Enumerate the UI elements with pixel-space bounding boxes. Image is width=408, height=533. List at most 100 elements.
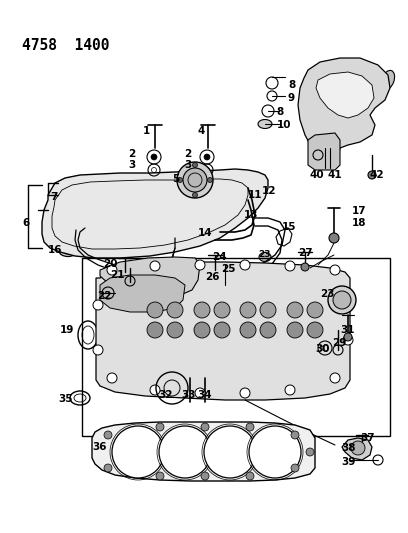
Text: 12: 12 — [262, 186, 277, 196]
Ellipse shape — [258, 119, 272, 128]
Circle shape — [107, 265, 117, 275]
Circle shape — [204, 426, 256, 478]
Text: 37: 37 — [360, 433, 375, 443]
Circle shape — [344, 333, 352, 341]
Text: 35: 35 — [58, 394, 73, 404]
Ellipse shape — [156, 267, 170, 277]
Text: 23: 23 — [320, 289, 335, 299]
Text: 5: 5 — [172, 174, 179, 184]
Circle shape — [156, 423, 164, 431]
Circle shape — [150, 261, 160, 271]
Circle shape — [167, 302, 183, 318]
Text: 16: 16 — [48, 245, 62, 255]
Text: 19: 19 — [60, 325, 74, 335]
Ellipse shape — [175, 270, 189, 280]
Polygon shape — [42, 169, 268, 258]
Text: 30: 30 — [315, 344, 330, 354]
Text: 6: 6 — [22, 218, 29, 228]
Bar — [82, 258, 390, 436]
Circle shape — [208, 177, 213, 182]
Ellipse shape — [234, 286, 282, 354]
Text: 8: 8 — [288, 80, 295, 90]
Text: 42: 42 — [370, 170, 385, 180]
Circle shape — [287, 322, 303, 338]
Text: 31: 31 — [340, 325, 355, 335]
Text: 40: 40 — [310, 170, 325, 180]
Text: 36: 36 — [92, 442, 106, 452]
Text: 2: 2 — [184, 149, 191, 159]
Ellipse shape — [135, 267, 149, 277]
Circle shape — [249, 426, 301, 478]
Text: 13: 13 — [244, 210, 259, 220]
Ellipse shape — [249, 446, 301, 458]
Circle shape — [204, 154, 210, 160]
Circle shape — [147, 302, 163, 318]
Circle shape — [195, 388, 205, 398]
Text: 33: 33 — [181, 390, 195, 400]
Text: 4: 4 — [198, 126, 205, 136]
Circle shape — [240, 388, 250, 398]
Ellipse shape — [188, 286, 236, 354]
Ellipse shape — [59, 246, 77, 256]
Polygon shape — [100, 257, 200, 298]
Circle shape — [291, 431, 299, 439]
Ellipse shape — [193, 292, 231, 348]
Circle shape — [93, 300, 103, 310]
Text: 25: 25 — [221, 264, 235, 274]
Circle shape — [104, 464, 112, 472]
Polygon shape — [316, 72, 374, 118]
Text: 27: 27 — [298, 248, 313, 258]
Polygon shape — [92, 422, 315, 481]
Circle shape — [307, 322, 323, 338]
Text: 20: 20 — [103, 259, 118, 269]
Circle shape — [214, 302, 230, 318]
Circle shape — [194, 302, 210, 318]
Ellipse shape — [204, 446, 256, 458]
Circle shape — [107, 373, 117, 383]
Ellipse shape — [381, 70, 395, 90]
Text: 32: 32 — [158, 390, 173, 400]
Ellipse shape — [141, 286, 189, 354]
Text: 14: 14 — [198, 228, 213, 238]
Circle shape — [151, 154, 157, 160]
Ellipse shape — [187, 378, 193, 382]
Circle shape — [195, 260, 205, 270]
Text: 39: 39 — [341, 457, 355, 467]
Circle shape — [285, 385, 295, 395]
Circle shape — [328, 286, 356, 314]
Circle shape — [307, 302, 323, 318]
Ellipse shape — [89, 208, 111, 222]
Ellipse shape — [159, 446, 211, 458]
Circle shape — [177, 177, 182, 182]
Ellipse shape — [286, 292, 324, 348]
Text: 9: 9 — [288, 93, 295, 103]
Circle shape — [306, 448, 314, 456]
Circle shape — [201, 472, 209, 480]
Circle shape — [93, 345, 103, 355]
Circle shape — [193, 192, 197, 198]
Circle shape — [330, 265, 340, 275]
Ellipse shape — [219, 193, 241, 207]
Circle shape — [167, 322, 183, 338]
Ellipse shape — [119, 201, 141, 215]
Circle shape — [260, 302, 276, 318]
Circle shape — [147, 322, 163, 338]
Text: 38: 38 — [341, 443, 355, 453]
Circle shape — [351, 441, 365, 455]
Ellipse shape — [219, 170, 241, 186]
Circle shape — [260, 322, 276, 338]
Circle shape — [246, 423, 254, 431]
Polygon shape — [96, 262, 350, 400]
Ellipse shape — [223, 173, 237, 183]
Circle shape — [214, 322, 230, 338]
Text: 34: 34 — [197, 390, 212, 400]
Text: 8: 8 — [276, 107, 283, 117]
Ellipse shape — [281, 286, 329, 354]
Ellipse shape — [149, 195, 171, 209]
Text: 4758  1400: 4758 1400 — [22, 38, 109, 53]
Ellipse shape — [202, 378, 208, 382]
Text: 29: 29 — [332, 338, 346, 348]
Circle shape — [285, 261, 295, 271]
Circle shape — [201, 423, 209, 431]
Text: 3: 3 — [184, 160, 191, 170]
